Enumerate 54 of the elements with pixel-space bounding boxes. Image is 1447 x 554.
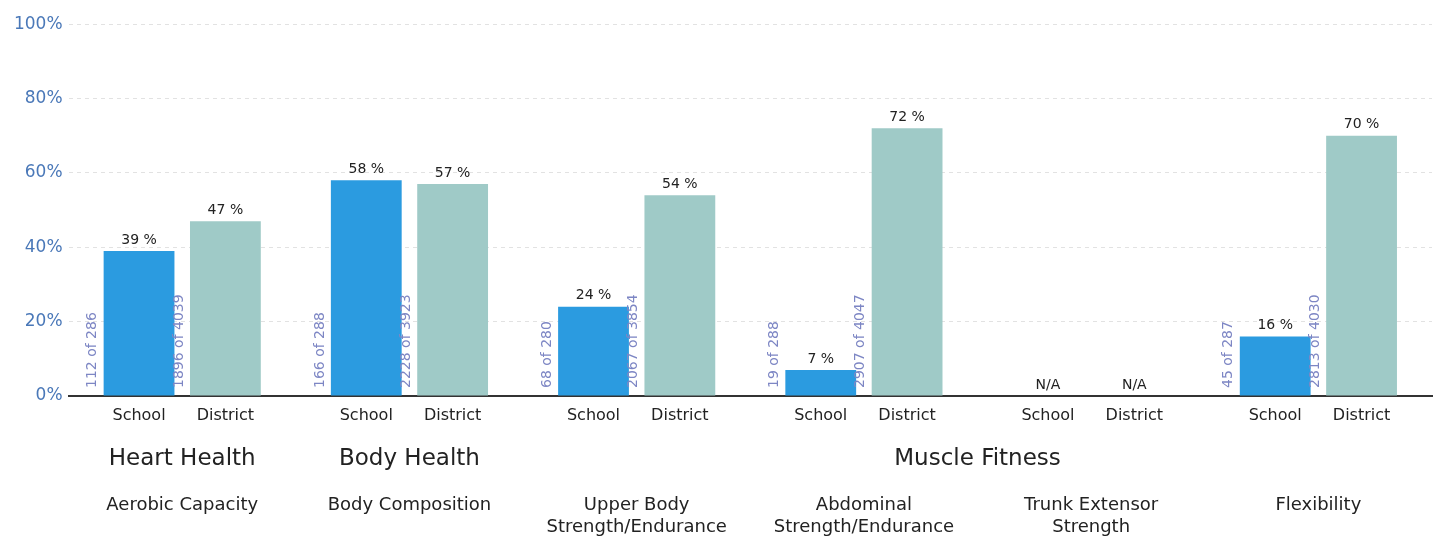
annotation: 19 of 288: [764, 321, 781, 388]
series-label: District: [196, 405, 255, 425]
annotation: 1896 of 4039: [169, 294, 186, 388]
data-label: 57 %: [434, 163, 471, 180]
y-tick-label: 20%: [24, 310, 63, 331]
text: Body Health: [339, 444, 480, 471]
text: Heart Health: [108, 444, 256, 471]
data-label: 16 %: [1257, 316, 1293, 333]
annotation: 45 of 287: [1219, 321, 1236, 388]
bar: [871, 128, 943, 396]
data-label: 54 %: [662, 174, 698, 191]
text: N/A: [1035, 375, 1061, 392]
text: School: [339, 405, 393, 425]
x-tick-label: Trunk Extensor Strength: [1023, 492, 1159, 536]
annotation: 2228 of 3923: [396, 294, 413, 388]
data-label: 70 %: [1343, 115, 1380, 132]
y-tick-label: 0%: [35, 384, 63, 405]
annotation: 112 of 286: [83, 312, 100, 388]
x-tick-label: Flexibility: [1275, 492, 1362, 514]
x-tick-label: Upper Body Strength/Endurance: [546, 492, 727, 536]
text: District: [651, 405, 709, 425]
text: District: [1332, 405, 1391, 425]
x-tick-label: Aerobic Capacity: [106, 492, 259, 514]
annotation: 166 of 288: [310, 312, 327, 388]
y-tick-label: 80%: [24, 86, 63, 107]
x-tick-label: Body Composition: [327, 492, 492, 514]
data-label: 24 %: [575, 286, 612, 303]
data-label: 39 %: [121, 230, 157, 247]
bar: [189, 221, 261, 396]
bar: [1326, 135, 1397, 396]
data-label: 7 %: [807, 349, 835, 366]
data-label: 72 %: [889, 107, 925, 124]
annotation: 2907 of 4047: [851, 294, 868, 388]
text: District: [423, 405, 482, 425]
data-label: 47 %: [207, 200, 244, 217]
text: School: [794, 405, 848, 425]
text: School: [566, 405, 621, 425]
text: School: [1248, 405, 1302, 425]
text: District: [1105, 405, 1164, 425]
annotation: 2067 of 3854: [624, 294, 641, 388]
text: School: [1021, 405, 1075, 425]
y-tick-label: 60%: [24, 161, 63, 182]
text: District: [878, 405, 936, 425]
annotation: 2813 of 4030: [1305, 294, 1322, 388]
text: N/A: [1121, 375, 1147, 392]
y-tick-label: 100%: [13, 12, 63, 33]
annotation: 68 of 280: [537, 321, 554, 388]
bar: [417, 184, 489, 396]
bar: [644, 195, 716, 396]
text: Muscle Fitness: [894, 444, 1061, 471]
series-label: School: [112, 405, 166, 425]
data-label: 58 %: [348, 160, 385, 176]
y-tick-label: 40%: [24, 235, 63, 256]
x-tick-label: Abdominal Strength/Endurance: [773, 492, 955, 536]
